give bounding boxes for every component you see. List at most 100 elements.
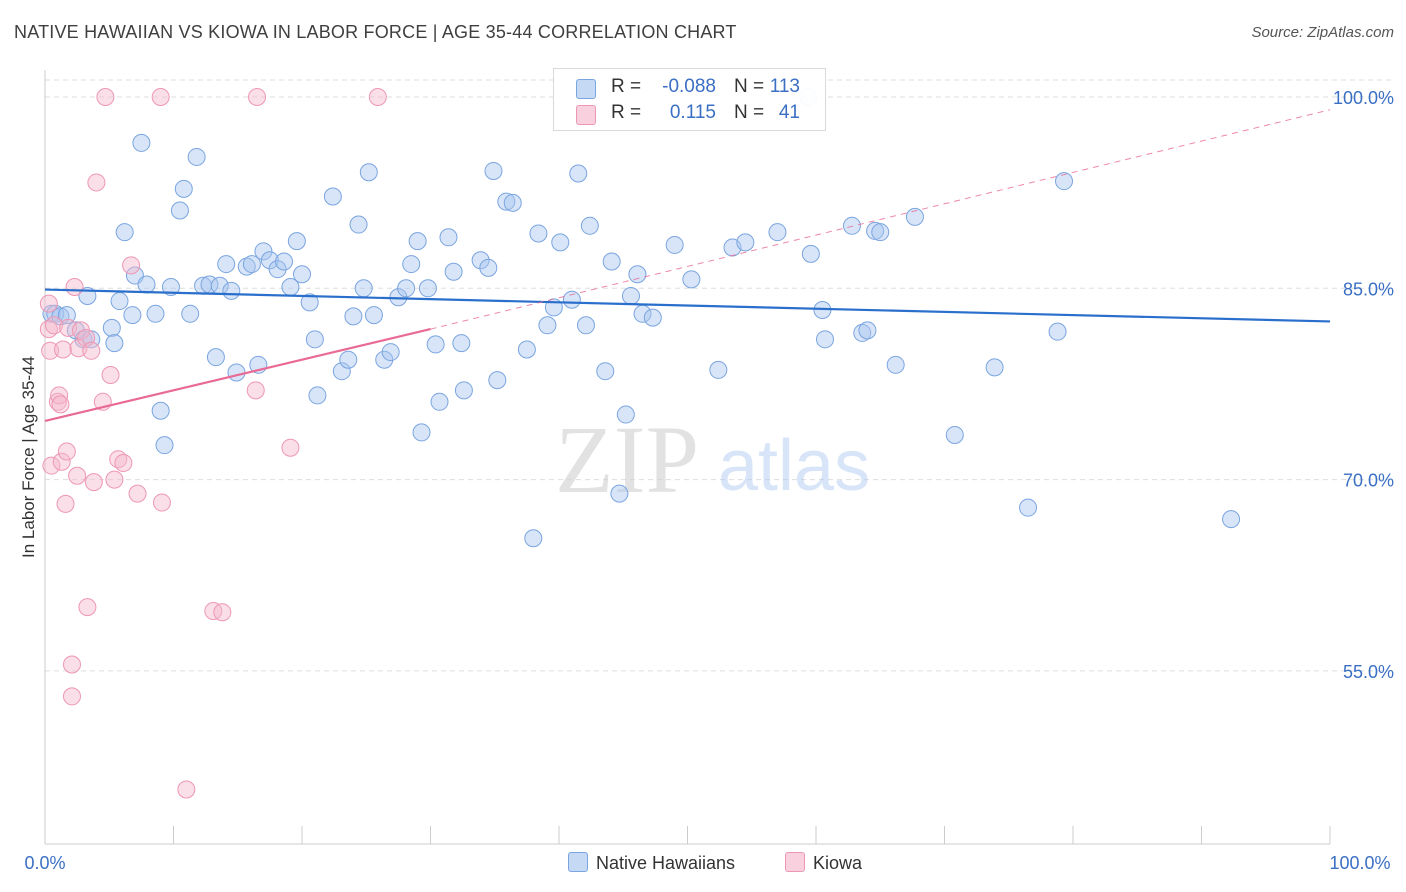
legend-n-label: N =: [734, 102, 765, 123]
y-tick-label: 55.0%: [1343, 662, 1394, 682]
legend-swatch-pink: [576, 105, 596, 125]
point-native-hawaiian: [364, 306, 383, 325]
point-native-hawaiian: [1019, 498, 1038, 517]
point-native-hawaiian: [471, 251, 490, 270]
watermark-atlas: atlas: [718, 426, 870, 506]
point-native-hawaiian: [616, 405, 635, 424]
point-native-hawaiian: [412, 423, 431, 442]
point-native-hawaiian: [576, 316, 595, 335]
watermark: ZIP atlas: [555, 406, 870, 513]
point-native-hawaiian: [815, 330, 834, 349]
point-kiowa: [128, 484, 147, 503]
point-native-hawaiian: [418, 279, 437, 298]
point-native-hawaiian: [237, 257, 256, 276]
point-kiowa: [84, 473, 103, 492]
point-native-hawaiian: [161, 278, 180, 297]
point-native-hawaiian: [206, 348, 225, 367]
point-native-hawaiian: [430, 392, 449, 411]
point-native-hawaiian: [305, 330, 324, 349]
point-native-hawaiian: [275, 252, 294, 271]
point-native-hawaiian: [905, 207, 924, 226]
point-native-hawaiian: [115, 223, 134, 242]
point-kiowa: [122, 256, 141, 275]
point-native-hawaiian: [517, 340, 536, 359]
point-native-hawaiian: [287, 232, 306, 251]
watermark-zip: ZIP: [555, 406, 699, 513]
point-native-hawaiian: [323, 187, 342, 206]
point-native-hawaiian: [132, 133, 151, 152]
point-native-hawaiian: [155, 436, 174, 455]
point-native-hawaiian: [1055, 172, 1074, 191]
point-native-hawaiian: [187, 147, 206, 166]
point-kiowa: [105, 470, 124, 489]
point-kiowa: [68, 466, 87, 485]
point-native-hawaiian: [137, 275, 156, 294]
point-kiowa: [281, 438, 300, 457]
chart-title: NATIVE HAWAIIAN VS KIOWA IN LABOR FORCE …: [14, 22, 737, 42]
point-native-hawaiian: [242, 255, 261, 274]
point-kiowa: [44, 316, 63, 335]
point-native-hawaiian: [110, 292, 129, 311]
point-native-hawaiian: [853, 323, 872, 342]
point-native-hawaiian: [665, 235, 684, 254]
point-native-hawaiian: [551, 233, 570, 252]
point-kiowa: [114, 454, 133, 473]
point-native-hawaiian: [985, 358, 1004, 377]
bottom-legend-kiowa: Kiowa: [785, 852, 862, 874]
bottom-legend-native-hawaiians: Native Hawaiians: [568, 852, 735, 874]
source-label: Source: ZipAtlas.com: [1251, 24, 1394, 41]
point-native-hawaiian: [339, 350, 358, 369]
point-native-hawaiian: [123, 306, 142, 325]
legend-n-label: N =: [734, 76, 765, 97]
point-kiowa: [52, 452, 71, 471]
point-native-hawaiian: [858, 321, 877, 340]
point-native-hawaiian: [945, 425, 964, 444]
point-kiowa: [151, 88, 170, 106]
point-native-hawaiian: [452, 334, 471, 353]
point-kiowa: [42, 456, 61, 475]
point-native-hawaiian: [397, 279, 416, 298]
point-native-hawaiian: [170, 201, 189, 220]
point-native-hawaiian: [332, 362, 351, 381]
trend-line-extension-kiowa: [430, 109, 1331, 330]
legend-r-value: -0.088: [662, 76, 716, 97]
legend-n-value: 113: [769, 76, 800, 97]
point-kiowa: [177, 780, 196, 799]
point-native-hawaiian: [217, 255, 236, 274]
point-native-hawaiian: [621, 286, 640, 305]
axis-layer: [44, 70, 1331, 845]
point-kiowa: [50, 386, 69, 405]
point-kiowa: [53, 340, 72, 359]
point-native-hawaiian: [151, 401, 170, 420]
point-native-hawaiian: [174, 179, 193, 198]
trend-layer: [44, 109, 1331, 423]
point-native-hawaiian: [610, 484, 629, 503]
point-kiowa: [204, 601, 223, 620]
point-native-hawaiian: [538, 316, 557, 335]
point-kiowa: [96, 88, 115, 106]
point-kiowa: [57, 442, 76, 461]
point-native-hawaiian: [801, 244, 820, 263]
point-native-hawaiian: [842, 216, 861, 235]
x-tick-label: 0.0%: [24, 853, 65, 873]
y-axis-title: In Labor Force | Age 35-44: [19, 356, 38, 558]
point-kiowa: [246, 381, 265, 400]
point-kiowa: [78, 598, 97, 617]
point-native-hawaiian: [293, 265, 311, 284]
point-native-hawaiian: [569, 164, 588, 183]
points-layer: [39, 88, 1241, 799]
point-native-hawaiian: [254, 242, 273, 261]
legend-box: R = -0.088 N = 113 R = 0.115 N = 41: [553, 68, 826, 131]
point-kiowa: [248, 88, 267, 106]
point-native-hawaiian: [222, 281, 241, 300]
point-kiowa: [101, 366, 120, 385]
point-kiowa: [213, 603, 232, 622]
bottom-legend-swatch-pink: [785, 852, 805, 872]
trend-line-kiowa: [44, 328, 431, 423]
point-native-hawaiian: [439, 228, 458, 247]
point-native-hawaiian: [402, 255, 421, 274]
point-native-hawaiian: [181, 304, 200, 323]
point-native-hawaiian: [227, 363, 246, 382]
legend-swatch-blue: [576, 79, 596, 99]
